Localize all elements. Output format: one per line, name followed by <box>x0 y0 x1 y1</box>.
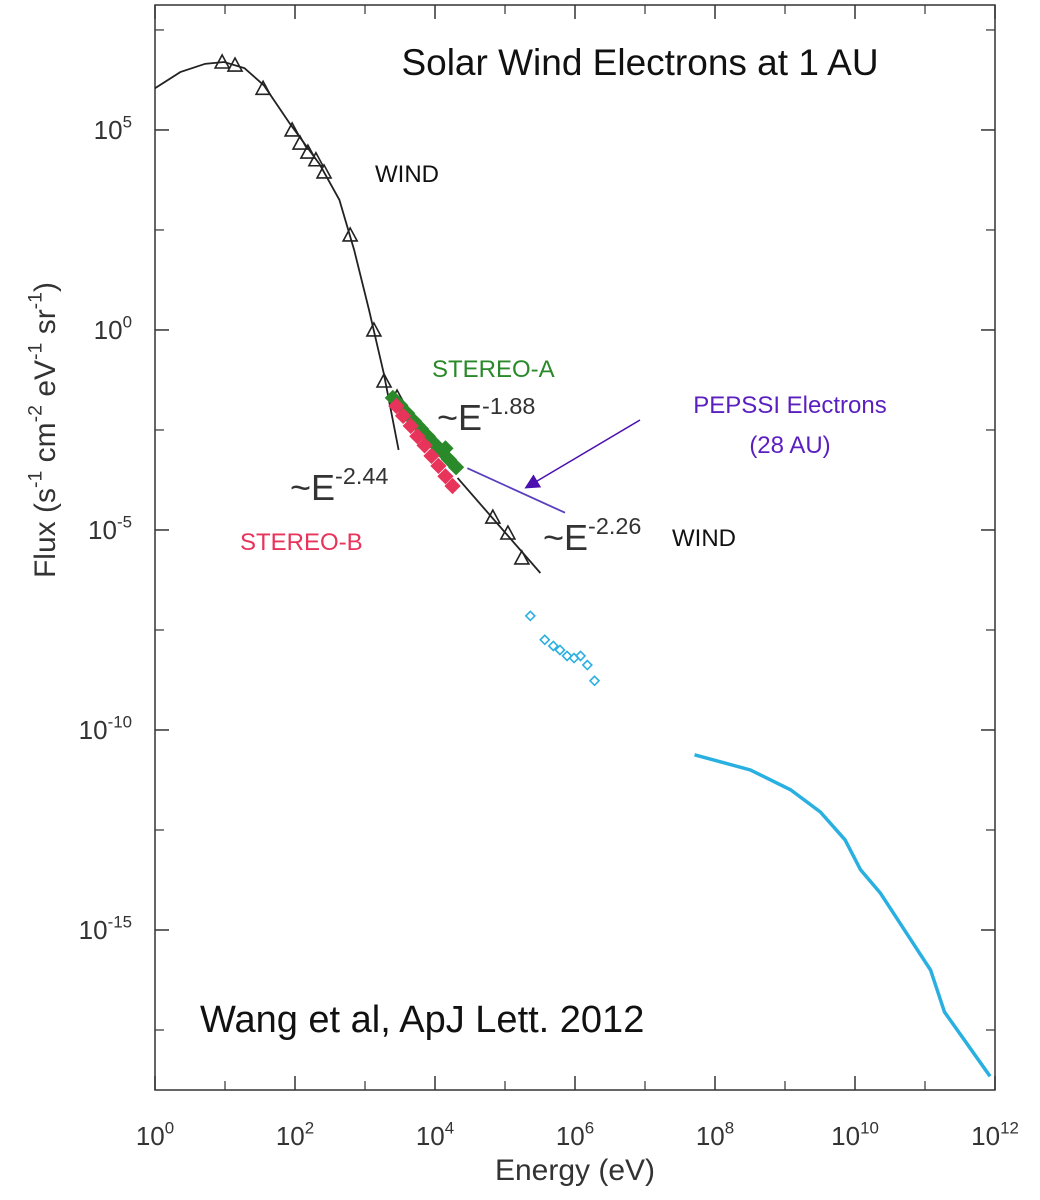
diamond-marker <box>561 650 573 662</box>
triangle-marker <box>513 549 531 565</box>
x-tick-label: 1012​ <box>971 1118 1019 1151</box>
diamond-marker <box>547 640 559 652</box>
x-tick-label: 108​ <box>696 1118 734 1151</box>
triangle-marker <box>283 121 301 137</box>
annotation-arrow <box>524 419 641 489</box>
x-tick-label: 102​ <box>276 1118 314 1151</box>
dot-marker <box>437 468 454 485</box>
diamond-marker <box>588 675 601 687</box>
triangle-marker <box>315 163 333 179</box>
dot-marker <box>416 437 433 454</box>
dot-marker <box>409 428 426 445</box>
y-tick-label: 10-15​ <box>79 912 132 945</box>
y-tick-label: 10-10​ <box>79 712 132 745</box>
diamond-marker <box>574 650 587 662</box>
x-tick-label: 106​ <box>556 1118 594 1151</box>
dot-marker <box>437 440 454 457</box>
triangle-marker <box>375 372 393 388</box>
series-line <box>466 467 566 514</box>
series-line <box>154 61 400 451</box>
diamond-marker <box>581 659 593 671</box>
annotation: WIND <box>672 525 736 552</box>
series-line <box>694 753 992 1078</box>
triangle-marker <box>365 321 383 337</box>
x-axis-label: Energy (eV) <box>495 1154 655 1187</box>
x-tick-label: 104​ <box>416 1118 454 1151</box>
triangle-marker <box>341 226 359 242</box>
dot-marker <box>440 451 458 468</box>
y-tick-label: 100​ <box>94 312 132 345</box>
diamond-marker <box>554 644 566 656</box>
annotation: ~E-1.88​ <box>437 393 535 438</box>
dot-marker <box>447 459 465 476</box>
triangle-marker <box>484 508 502 524</box>
annotation: (28 AU) <box>749 432 830 459</box>
annotation: PEPSSI Electrons <box>693 392 886 419</box>
annotation: STEREO-B <box>240 529 363 556</box>
y-tick-label: 10-5​ <box>88 512 132 545</box>
dot-marker <box>444 477 461 495</box>
annotation: WIND <box>375 161 439 188</box>
annotation: STEREO-A <box>432 356 555 383</box>
annotation: ~E-2.44​ <box>290 463 388 508</box>
dot-marker <box>388 397 405 415</box>
chart-title: Solar Wind Electrons at 1 AU <box>401 42 878 83</box>
y-axis-label: Flux (s-1​ cm-2​ eV-1​ sr-1​) <box>25 282 63 578</box>
annotation: ~E-2.26​ <box>543 513 641 558</box>
dot-marker <box>423 432 440 449</box>
dot-marker <box>430 457 447 475</box>
dot-marker <box>402 417 419 435</box>
x-tick-label: 100​ <box>136 1118 174 1151</box>
dot-marker <box>423 447 440 465</box>
diamond-marker <box>524 610 536 622</box>
triangle-marker <box>307 151 325 167</box>
dot-marker <box>394 407 412 425</box>
x-tick-label: 1010​ <box>831 1118 879 1151</box>
y-tick-label: 105​ <box>94 112 132 145</box>
series-line <box>456 477 542 574</box>
triangle-marker <box>213 53 231 69</box>
diamond-marker <box>539 634 551 646</box>
annotation: Wang et al, ApJ Lett. 2012 <box>200 999 644 1041</box>
